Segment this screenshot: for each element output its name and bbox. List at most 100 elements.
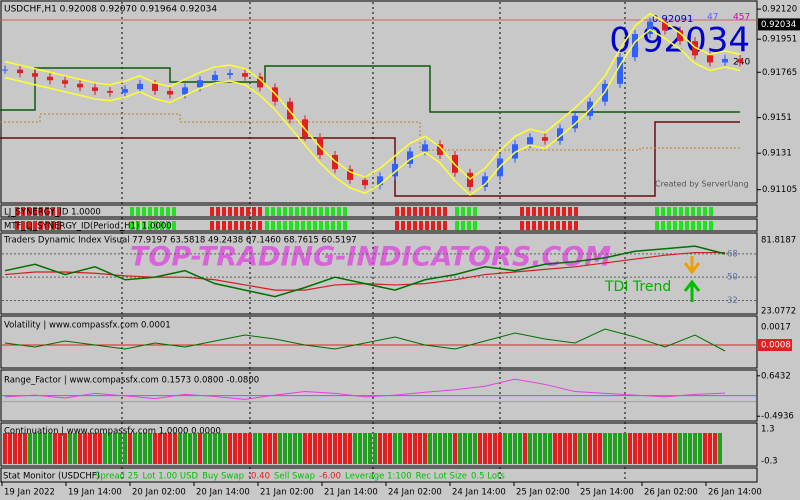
continuation-bar [633,433,637,464]
signal [39,221,43,230]
continuation-bar [523,433,527,464]
x-tick-label: 21 Jan 14:00 [324,488,378,498]
continuation-bar [393,433,397,464]
continuation-bar [38,433,42,464]
channel-upper [0,65,740,113]
continuation-bars [3,433,722,464]
tdi-trend: TDI Trend [604,279,671,295]
signal [33,221,37,230]
continuation-bar [263,433,267,464]
signal [210,207,214,216]
continuation-bar [258,433,262,464]
signal [544,221,548,230]
signal [667,207,671,216]
signal [401,221,405,230]
signal [562,221,566,230]
continuation-bar [283,433,287,464]
continuation-bar [318,433,322,464]
continuation-bar [588,433,592,464]
continuation-bar [613,433,617,464]
continuation-bar [193,433,197,464]
counter: 457 [733,13,750,23]
candle [557,128,563,141]
candle [482,176,488,187]
signal [222,207,226,216]
continuation-bar [223,433,227,464]
signal [295,221,299,230]
candle [47,76,53,81]
continuation-bar [483,433,487,464]
panel-label: Traders Dynamic Index Visual 77.9197 63.… [3,236,357,246]
continuation-bar [138,433,142,464]
candle [422,144,428,152]
current-price: 0.92034 [761,20,796,30]
signal [172,207,176,216]
continuation-bar [688,433,692,464]
continuation-bar [553,433,557,464]
continuation-bar [213,433,217,464]
signal [709,207,713,216]
signal [301,207,305,216]
y-tick-label: 0.92120 [762,5,797,15]
continuation-bar [533,433,537,464]
signal [234,221,238,230]
signal [265,207,269,216]
signal [679,207,683,216]
signal [295,207,299,216]
continuation-bar [103,433,107,464]
signal [437,221,441,230]
candle [677,30,683,42]
signal [556,207,560,216]
y-tick-label: 0.0017 [761,323,791,333]
signal [277,221,281,230]
continuation-bar [48,433,52,464]
current-price-box [758,18,800,31]
signal [331,221,335,230]
continuation-bar [528,433,532,464]
continuation-bar [8,433,12,464]
candle [662,21,668,31]
continuation-bar [413,433,417,464]
continuation-bar [503,433,507,464]
signal [271,207,275,216]
signal [154,207,158,216]
small-price: 0.92091 [652,14,693,25]
signal [574,221,578,230]
signal [685,207,689,216]
signal [154,221,158,230]
signal [252,221,256,230]
signal [210,221,214,230]
signal [240,221,244,230]
signal [562,207,566,216]
candle [242,73,248,77]
signal [431,221,435,230]
continuation-bar [253,433,257,464]
signal [148,207,152,216]
candle [542,137,548,141]
level-box [758,339,792,351]
signal [246,207,250,216]
continuation-bar [638,433,642,464]
signal [325,207,329,216]
signal [419,207,423,216]
signal [148,221,152,230]
candle [77,83,83,88]
continuation-bar [368,433,372,464]
continuation-bar [123,433,127,464]
continuation-bar [693,433,697,464]
signal [271,221,275,230]
stat-item: 0.5 Lots [471,472,505,482]
continuation-bar [438,433,442,464]
signal [240,207,244,216]
signal [679,221,683,230]
signal [246,221,250,230]
signal [307,207,311,216]
y-tick-label: -0.4936 [761,412,794,422]
continuation-bar [83,433,87,464]
continuation-bar [23,433,27,464]
signal [289,207,293,216]
continuation-bar [208,433,212,464]
continuation-bar [658,433,662,464]
candle [377,176,383,186]
